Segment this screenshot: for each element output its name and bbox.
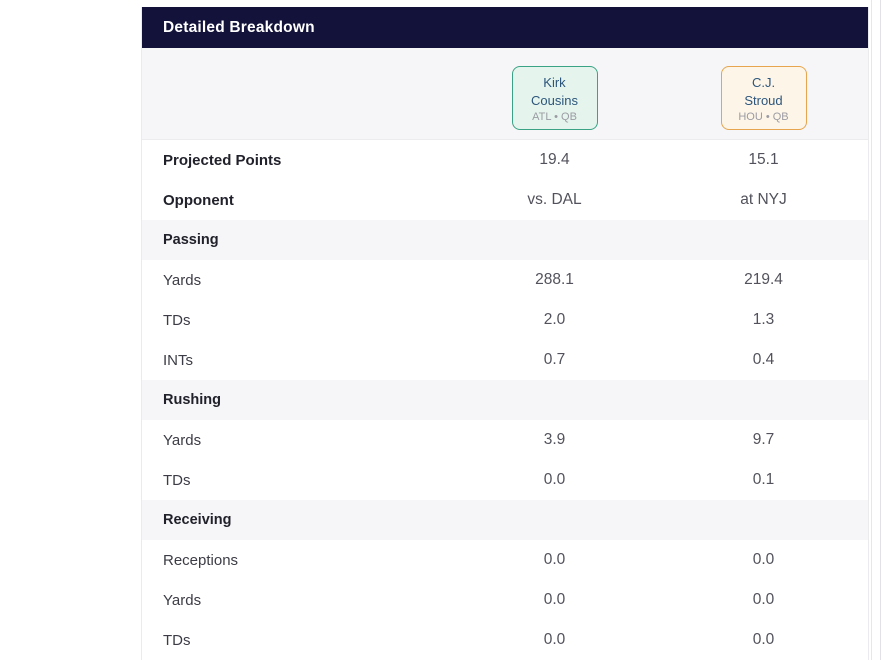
detailed-breakdown-panel: Detailed Breakdown Kirk Cousins ATL • QB … — [141, 7, 869, 660]
player1-value: 0.7 — [543, 351, 566, 368]
player-team-position: HOU • QB — [738, 111, 789, 124]
panel-title: Detailed Breakdown — [163, 18, 315, 36]
player2-value: 0.0 — [752, 551, 775, 568]
row-label: TDs — [163, 631, 191, 649]
stat-rows: Projected Points 19.4 15.1 Opponent vs. … — [142, 140, 868, 660]
player1-value: 2.0 — [543, 311, 566, 328]
player1-value: 288.1 — [535, 271, 574, 288]
row-label: TDs — [163, 311, 191, 329]
player2-value: 1.3 — [752, 311, 775, 328]
table-row: Rushing — [142, 380, 868, 420]
table-row: Passing — [142, 220, 868, 260]
player1-value: 19.4 — [539, 151, 570, 168]
table-row: Yards 288.1 219.4 — [142, 260, 868, 300]
row-label: Rushing — [163, 392, 221, 408]
row-label: Yards — [163, 591, 202, 609]
player2-value: 0.1 — [752, 471, 775, 488]
player1-value: 0.0 — [543, 591, 566, 608]
table-row: Receptions 0.0 0.0 — [142, 540, 868, 580]
row-label: TDs — [163, 471, 191, 489]
table-row: Opponent vs. DAL at NYJ — [142, 180, 868, 220]
player2-value: 0.0 — [752, 591, 775, 608]
player-team-position: ATL • QB — [532, 111, 577, 124]
table-row: TDs 2.0 1.3 — [142, 300, 868, 340]
player-column-1: Kirk Cousins ATL • QB — [450, 48, 659, 139]
player1-value: 3.9 — [543, 431, 566, 448]
player2-value: 219.4 — [744, 271, 783, 288]
player-card[interactable]: C.J. Stroud HOU • QB — [720, 65, 807, 131]
player-card[interactable]: Kirk Cousins ATL • QB — [511, 65, 598, 131]
player-column-2: C.J. Stroud HOU • QB — [659, 48, 868, 139]
player-header-row: Kirk Cousins ATL • QB C.J. Stroud HOU • QB — [142, 48, 868, 140]
row-label: Yards — [163, 271, 202, 289]
row-label: Receiving — [163, 512, 232, 528]
row-label: Opponent — [163, 191, 234, 209]
table-row: Yards 0.0 0.0 — [142, 580, 868, 620]
panel-header: Detailed Breakdown — [142, 7, 868, 48]
table-row: TDs 0.0 0.1 — [142, 460, 868, 500]
player-name: C.J. Stroud — [744, 74, 783, 108]
table-row: Projected Points 19.4 15.1 — [142, 140, 868, 180]
table-row: Receiving — [142, 500, 868, 540]
row-label: INTs — [163, 351, 193, 369]
player1-value: 0.0 — [543, 551, 566, 568]
player2-value: 0.0 — [752, 631, 775, 648]
player2-value: 9.7 — [752, 431, 775, 448]
player1-value: 0.0 — [543, 631, 566, 648]
scrollbar-track[interactable] — [871, 0, 881, 660]
player-name: Kirk Cousins — [531, 74, 578, 108]
row-label: Passing — [163, 232, 219, 248]
table-row: INTs 0.7 0.4 — [142, 340, 868, 380]
row-label: Projected Points — [163, 151, 282, 169]
row-label: Receptions — [163, 551, 239, 569]
player2-value: 0.4 — [752, 351, 775, 368]
table-row: TDs 0.0 0.0 — [142, 620, 868, 660]
table-row: Yards 3.9 9.7 — [142, 420, 868, 460]
player2-value: 15.1 — [748, 151, 779, 168]
row-label: Yards — [163, 431, 202, 449]
player1-value: 0.0 — [543, 471, 566, 488]
player1-value: vs. DAL — [527, 191, 582, 208]
player2-value: at NYJ — [740, 191, 787, 208]
